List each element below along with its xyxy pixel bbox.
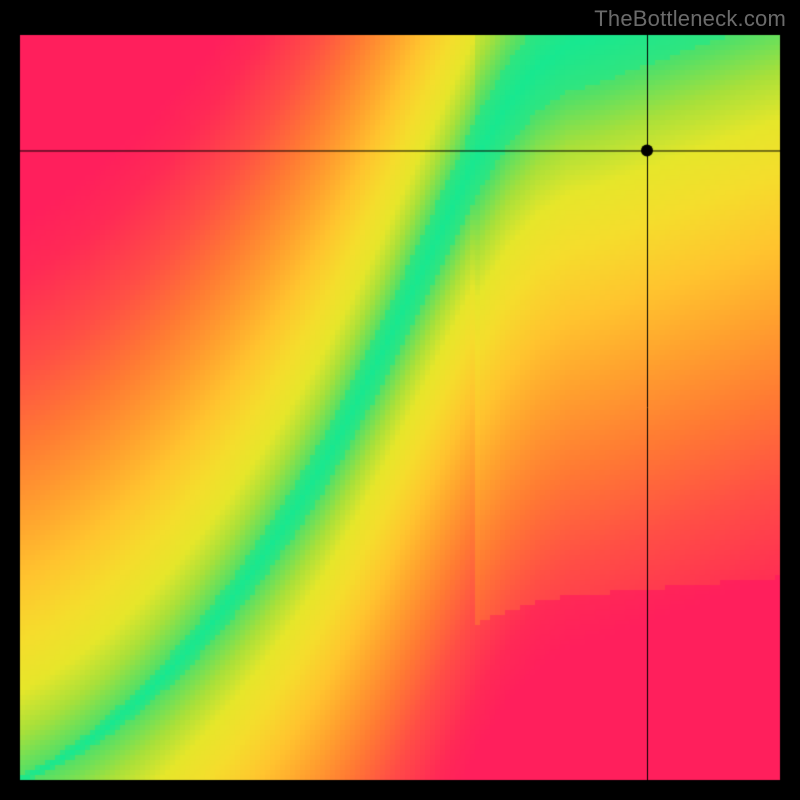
watermark-text: TheBottleneck.com [594, 6, 786, 32]
chart-container: TheBottleneck.com [0, 0, 800, 800]
bottleneck-heatmap [0, 0, 800, 800]
